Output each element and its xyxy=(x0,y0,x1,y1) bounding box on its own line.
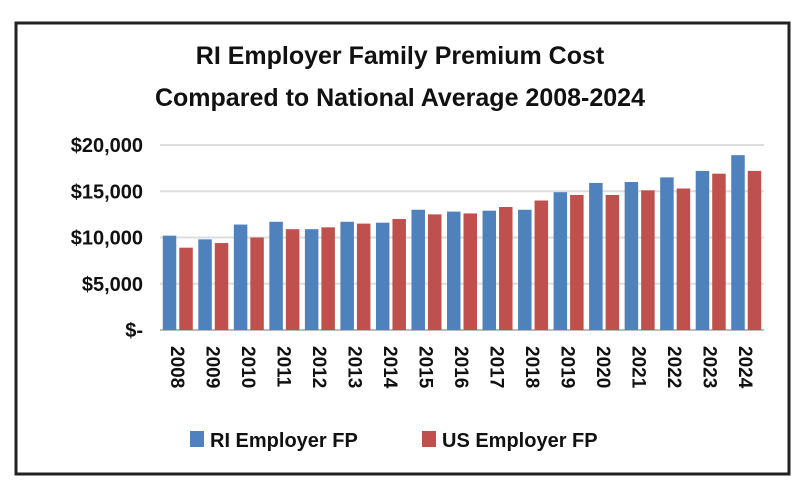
bar-us-2010 xyxy=(250,237,264,330)
x-tick-label: 2013 xyxy=(343,346,364,388)
bar-us-2011 xyxy=(285,229,300,330)
legend-label-1: US Employer FP xyxy=(442,430,598,452)
bar-ri-2022 xyxy=(660,177,674,330)
bar-ri-2015 xyxy=(411,209,425,330)
bar-ri-2021 xyxy=(624,182,639,330)
legend-label-0: RI Employer FP xyxy=(210,430,358,452)
x-tick-label: 2021 xyxy=(628,346,649,389)
bar-us-2013 xyxy=(356,223,371,330)
y-tick-label: $20,000 xyxy=(71,135,143,157)
x-tick-label: 2012 xyxy=(308,346,329,388)
bar-us-2023 xyxy=(712,173,726,330)
bar-us-2015 xyxy=(427,214,442,330)
bar-us-2012 xyxy=(321,227,335,330)
bar-us-2009 xyxy=(214,243,229,330)
x-tick-label: 2019 xyxy=(557,346,578,388)
bar-ri-2014 xyxy=(375,222,390,330)
bar-ri-2016 xyxy=(447,211,461,330)
bar-us-2014 xyxy=(392,219,406,330)
bar-ri-2009 xyxy=(198,239,212,330)
legend-swatch-0 xyxy=(190,431,204,447)
bar-ri-2019 xyxy=(553,192,568,330)
bar-us-2019 xyxy=(570,194,584,330)
bar-ri-2008 xyxy=(162,235,177,330)
y-tick-label: $- xyxy=(125,320,143,342)
bar-ri-2017 xyxy=(482,210,497,330)
y-tick-label: $10,000 xyxy=(71,228,143,250)
x-tick-label: 2024 xyxy=(734,346,755,389)
x-tick-label: 2016 xyxy=(450,346,471,388)
x-tick-label: 2010 xyxy=(237,346,258,388)
y-tick-label: $15,000 xyxy=(71,181,143,203)
bar-ri-2020 xyxy=(589,182,603,330)
x-tick-label: 2008 xyxy=(166,346,187,388)
x-tick-label: 2011 xyxy=(272,346,293,388)
x-tick-label: 2023 xyxy=(699,346,720,388)
x-tick-label: 2014 xyxy=(379,346,400,389)
bar-us-2024 xyxy=(747,170,762,330)
bar-us-2017 xyxy=(499,206,513,330)
y-tick-label: $5,000 xyxy=(82,274,143,296)
bar-ri-2023 xyxy=(695,170,710,330)
bar-us-2020 xyxy=(605,194,620,330)
bar-us-2021 xyxy=(641,190,655,330)
bar-ri-2024 xyxy=(731,155,745,330)
chart-title-line-2: Compared to National Average 2008-2024 xyxy=(155,84,645,112)
bar-us-2016 xyxy=(463,213,477,330)
bar-ri-2011 xyxy=(269,221,283,330)
bar-us-2022 xyxy=(676,188,691,330)
bar-ri-2010 xyxy=(233,224,248,330)
chart-title-line-1: RI Employer Family Premium Cost xyxy=(196,42,605,70)
bar-ri-2013 xyxy=(340,221,354,330)
legend-swatch-1 xyxy=(422,431,436,447)
bar-us-2018 xyxy=(534,200,549,330)
x-tick-label: 2022 xyxy=(663,346,684,388)
bar-ri-2018 xyxy=(518,209,532,330)
x-tick-label: 2015 xyxy=(414,346,435,389)
x-tick-label: 2020 xyxy=(592,346,613,388)
bar-ri-2012 xyxy=(304,229,319,330)
bar-us-2008 xyxy=(179,247,193,330)
x-tick-label: 2018 xyxy=(521,346,542,388)
x-tick-label: 2009 xyxy=(201,346,222,388)
x-tick-label: 2017 xyxy=(486,346,507,388)
